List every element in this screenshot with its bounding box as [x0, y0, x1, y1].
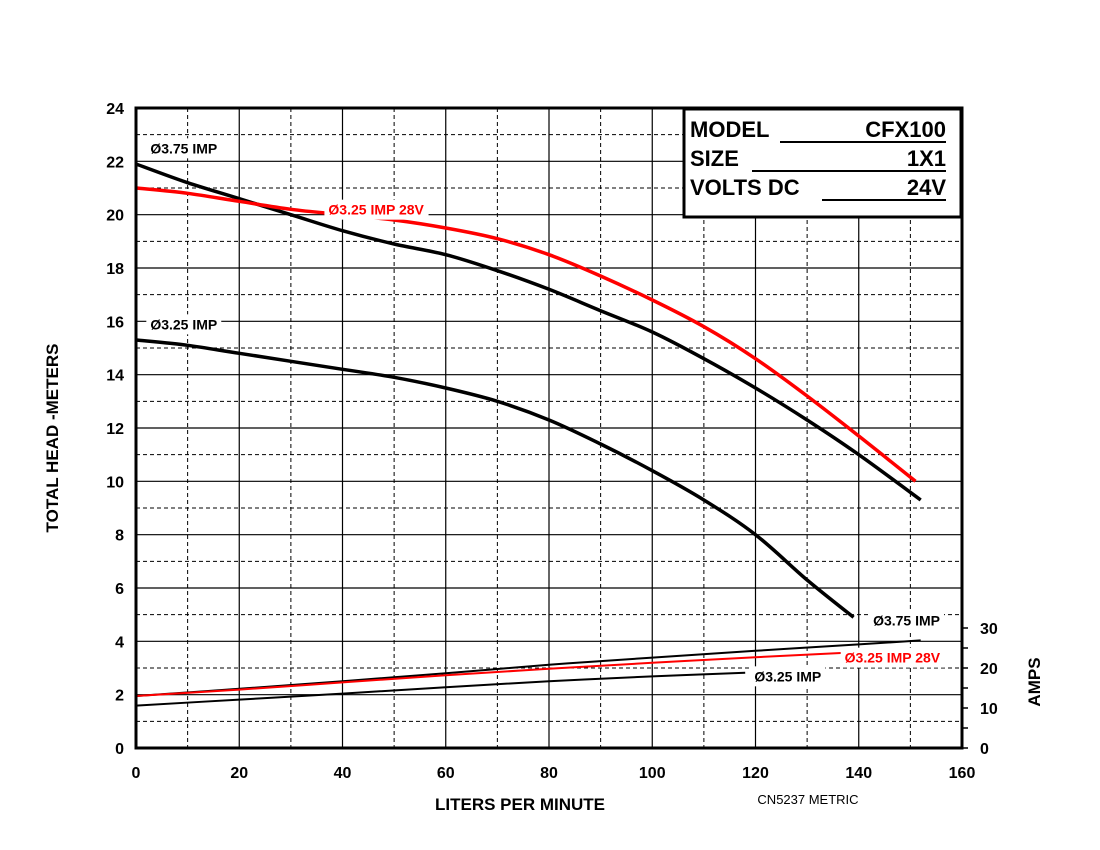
curve-label-bg	[869, 610, 944, 631]
curve-label-text: Ø3.25 IMP 28V	[328, 202, 424, 218]
x-axis-title: LITERS PER MINUTE	[435, 795, 605, 814]
y2-axis-title: AMPS	[1025, 657, 1044, 706]
curve-label-text: Ø3.25 IMP	[754, 668, 821, 684]
y-axis-title: TOTAL HEAD -METERS	[43, 344, 62, 533]
y-tick-label: 16	[106, 314, 124, 331]
curve-label-bg	[146, 314, 222, 335]
x-tick-label: 40	[334, 765, 352, 782]
y-tick-label: 0	[115, 741, 124, 758]
curve-label-bg	[324, 199, 429, 220]
amps-curve-3-25-imp	[135, 671, 746, 707]
curve-label-bg	[750, 666, 826, 687]
x-tick-label: 0	[132, 765, 141, 782]
curve-label-text: Ø3.25 IMP 28V	[845, 650, 941, 666]
x-tick-label: 160	[949, 765, 976, 782]
y-tick-label: 20	[106, 208, 124, 225]
curve-label: Ø3.25 IMP 28V	[324, 199, 429, 220]
x-tick-label: 100	[639, 765, 666, 782]
curves	[135, 162, 922, 707]
amps-curve-3-25-imp-28v	[135, 651, 854, 697]
info-size-label: SIZE	[690, 146, 739, 171]
x-tick-label: 80	[540, 765, 558, 782]
y-tick-label: 2	[115, 688, 124, 705]
x-tick-label: 120	[742, 765, 769, 782]
x-tick-label: 60	[437, 765, 455, 782]
reference-code: CN5237 METRIC	[757, 792, 858, 807]
x-tick-labels: 0 20 40 60 80 100 120 140 160	[132, 765, 976, 782]
y2-tick-label: 10	[980, 701, 998, 718]
curve-label-text: Ø3.75 IMP	[873, 612, 940, 628]
y-tick-label: 14	[106, 368, 124, 385]
y-tick-label: 12	[106, 421, 124, 438]
curve-label: Ø3.25 IMP	[750, 666, 826, 687]
info-model-label: MODEL	[690, 117, 769, 142]
y-tick-label: 22	[106, 154, 124, 171]
curve-label-text: Ø3.75 IMP	[150, 140, 217, 156]
plot-frame	[134, 106, 964, 750]
info-model-value: CFX100	[865, 117, 946, 142]
head-curve-3-25-imp-28v	[135, 186, 917, 483]
y-tick-label: 24	[106, 101, 124, 118]
info-volts-value: 24V	[907, 175, 946, 200]
curve-label-bg	[146, 138, 222, 159]
y2-tick-label: 20	[980, 661, 998, 678]
curve-label-bg	[840, 647, 945, 668]
x-tick-label: 140	[845, 765, 872, 782]
y2-tick-labels: 0 10 20 30	[980, 621, 998, 758]
y2-tick-label: 0	[980, 741, 989, 758]
y-tick-label: 8	[115, 528, 124, 545]
y2-tick-label: 30	[980, 621, 998, 638]
y-tick-label: 10	[106, 474, 124, 491]
curve-labels: Ø3.75 IMP Ø3.25 IMP 28V Ø3.25 IMP Ø3.75 IMP…	[146, 138, 945, 687]
curve-label: Ø3.25 IMP	[146, 314, 222, 335]
model-info-box: MODEL CFX100 SIZE 1X1 VOLTS DC 24V	[682, 107, 963, 219]
y-tick-label: 4	[115, 634, 124, 651]
curve-label: Ø3.25 IMP 28V	[840, 647, 945, 668]
info-size-value: 1X1	[907, 146, 946, 171]
curve-label: Ø3.75 IMP	[869, 610, 944, 631]
curve-label-text: Ø3.25 IMP	[150, 316, 217, 332]
y-tick-label: 18	[106, 261, 124, 278]
curve-label: Ø3.75 IMP	[146, 138, 222, 159]
info-volts-label: VOLTS DC	[690, 175, 800, 200]
x-tick-label: 20	[230, 765, 248, 782]
y-tick-label: 6	[115, 581, 124, 598]
head-curve-3-25-imp	[135, 338, 855, 619]
